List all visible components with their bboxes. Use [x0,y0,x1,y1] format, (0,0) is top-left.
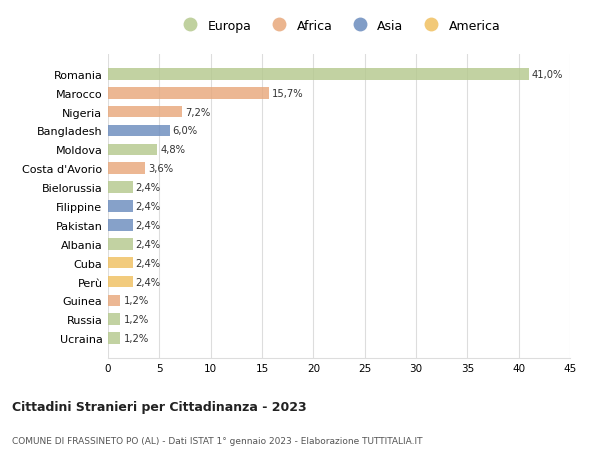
Bar [108,163,145,175]
Bar [108,295,121,307]
Text: 1,2%: 1,2% [124,314,149,325]
Text: 41,0%: 41,0% [532,70,563,80]
Text: 2,4%: 2,4% [136,202,161,212]
Bar [108,88,269,99]
Text: 3,6%: 3,6% [148,164,173,174]
Bar [108,125,170,137]
Bar [108,219,133,231]
Text: 2,4%: 2,4% [136,239,161,249]
Text: COMUNE DI FRASSINETO PO (AL) - Dati ISTAT 1° gennaio 2023 - Elaborazione TUTTITA: COMUNE DI FRASSINETO PO (AL) - Dati ISTA… [12,436,422,445]
Bar [108,257,133,269]
Text: 2,4%: 2,4% [136,277,161,287]
Bar [108,144,157,156]
Text: 15,7%: 15,7% [272,89,304,99]
Bar [108,314,121,325]
Text: 2,4%: 2,4% [136,258,161,268]
Bar [108,106,182,118]
Text: 2,4%: 2,4% [136,183,161,193]
Bar [108,276,133,288]
Bar [108,69,529,80]
Bar [108,201,133,213]
Text: Cittadini Stranieri per Cittadinanza - 2023: Cittadini Stranieri per Cittadinanza - 2… [12,400,307,413]
Bar [108,182,133,194]
Bar [108,238,133,250]
Text: 6,0%: 6,0% [173,126,198,136]
Text: 1,2%: 1,2% [124,296,149,306]
Text: 7,2%: 7,2% [185,107,210,118]
Legend: Europa, Africa, Asia, America: Europa, Africa, Asia, America [174,16,504,36]
Text: 2,4%: 2,4% [136,220,161,230]
Text: 4,8%: 4,8% [160,145,185,155]
Text: 1,2%: 1,2% [124,333,149,343]
Bar [108,333,121,344]
